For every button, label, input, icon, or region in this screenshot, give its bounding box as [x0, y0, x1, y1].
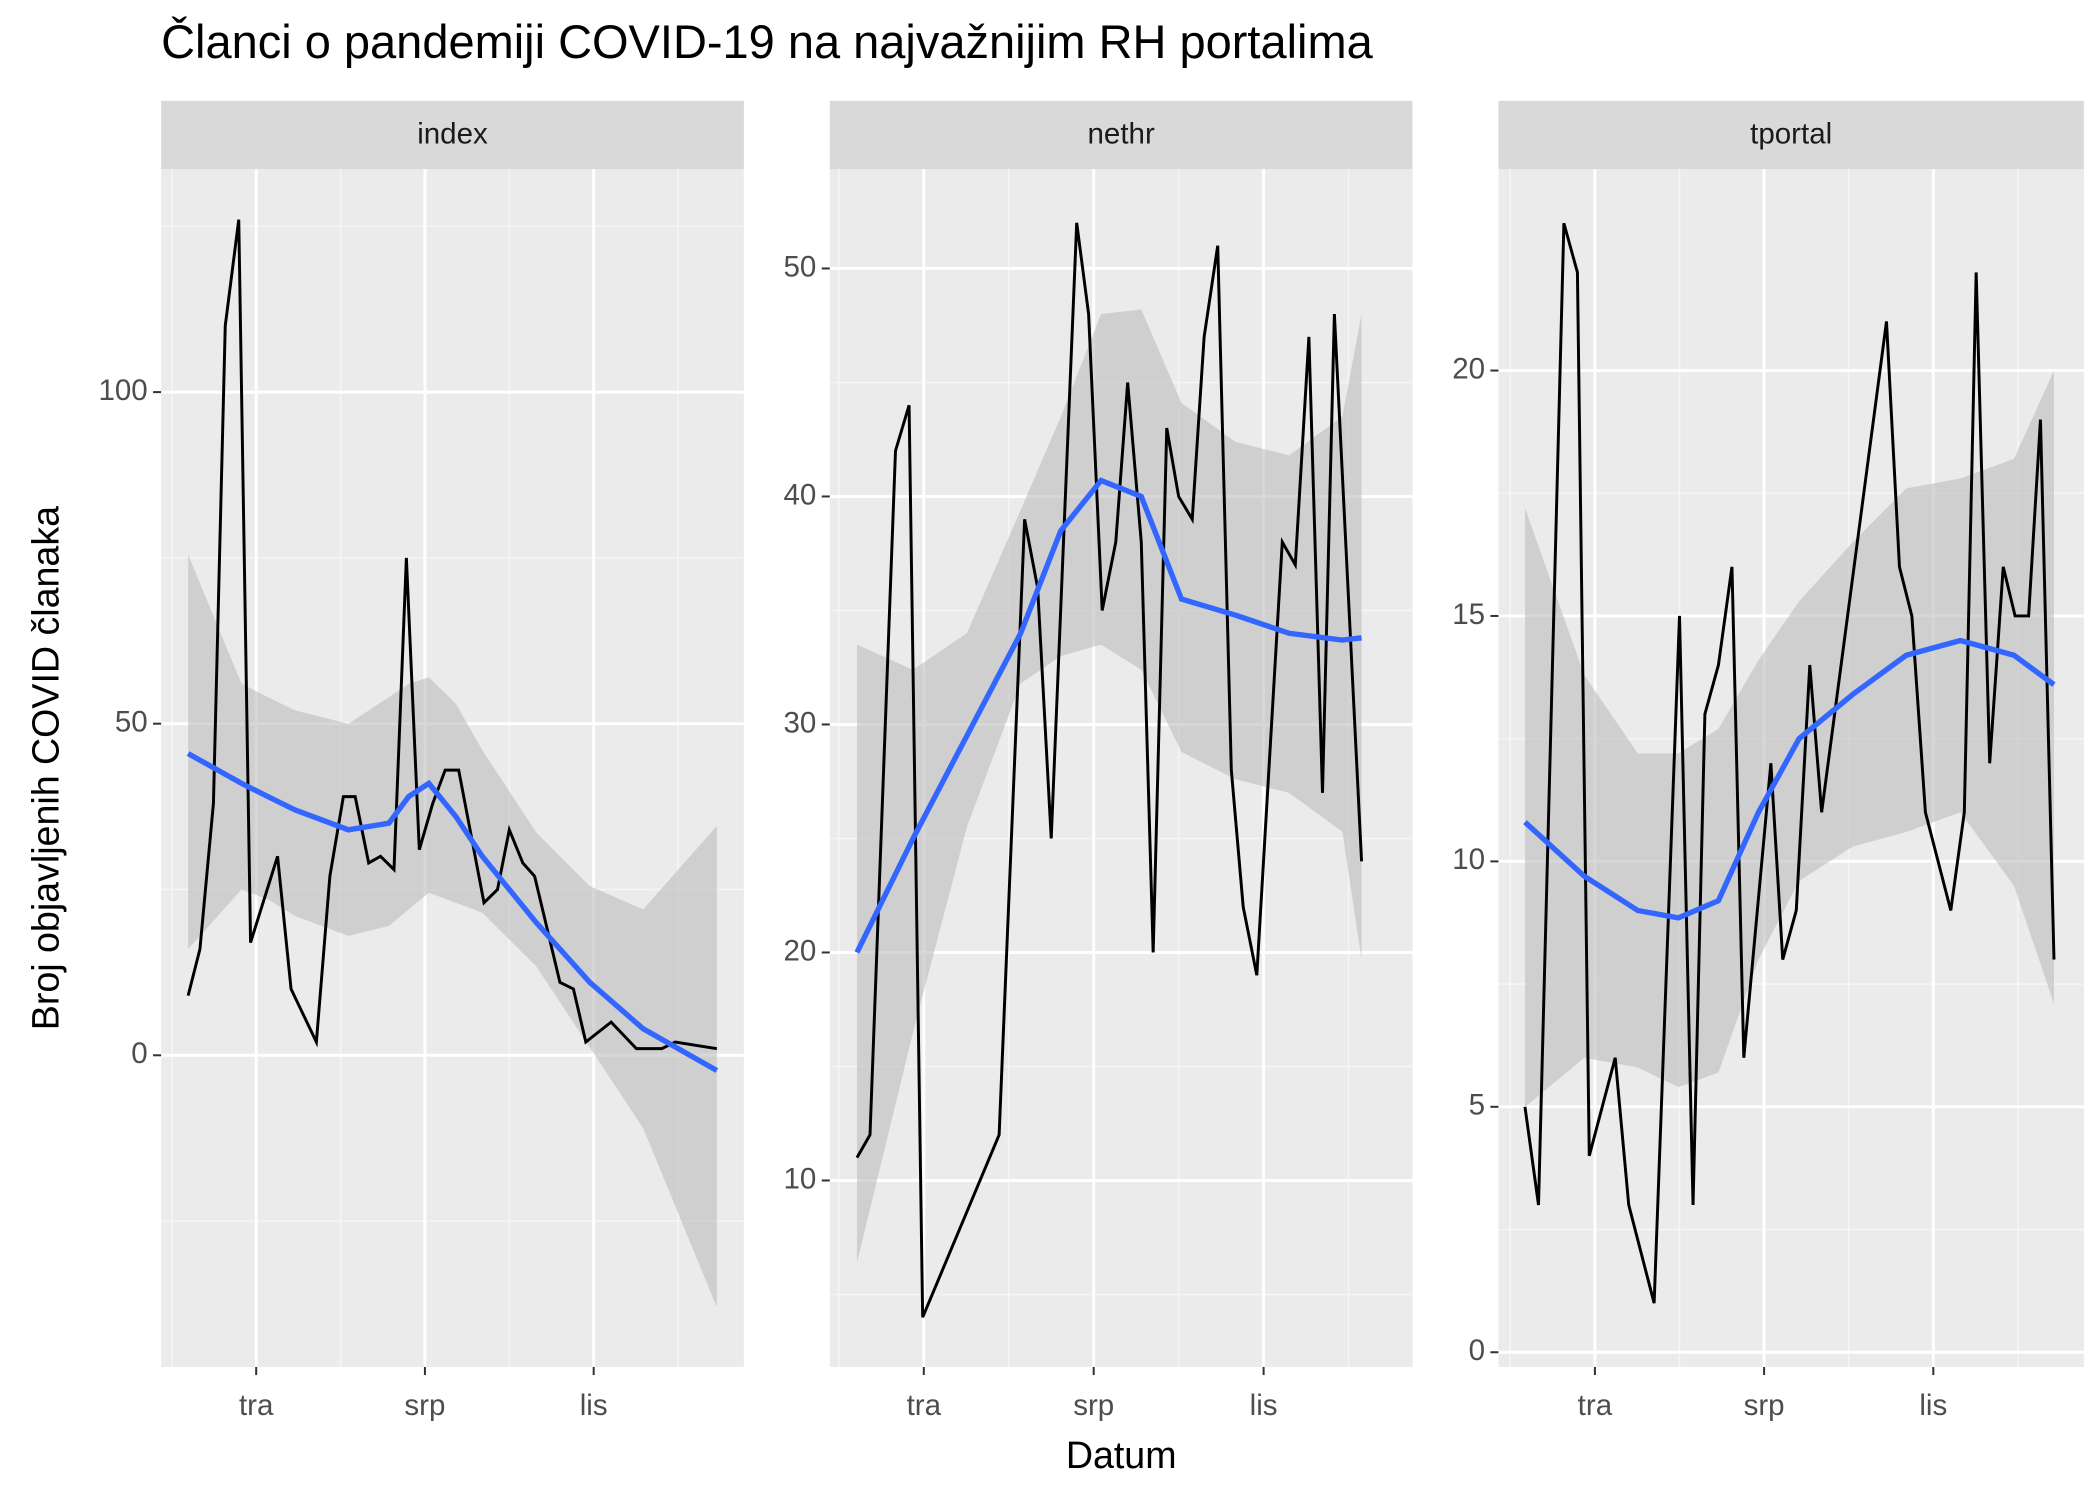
x-tick-label: lis: [580, 1389, 608, 1422]
data-line: [855, 222, 1364, 1318]
strip-label: tportal: [1750, 118, 1832, 151]
y-tick-label: 20: [784, 934, 817, 967]
x-tick-label: lis: [1250, 1389, 1278, 1422]
x-tick-label: srp: [1744, 1389, 1785, 1422]
y-tick-label: 100: [98, 374, 147, 407]
y-tick-label: 50: [115, 705, 148, 738]
y-tick-label: 10: [1452, 843, 1485, 876]
strip-label: index: [417, 118, 488, 151]
panel: nethr 10 20 30 40 50 tra srp lis: [784, 100, 1413, 1422]
x-tick-label: srp: [404, 1389, 445, 1422]
strip: [161, 100, 744, 170]
y-tick-label: 0: [1469, 1334, 1485, 1367]
y-tick-label: 0: [131, 1037, 147, 1070]
confidence-band: [1524, 370, 2054, 1107]
y-tick-label: 20: [1452, 352, 1485, 385]
x-tick-label: srp: [1073, 1389, 1114, 1422]
x-tick-label: lis: [1919, 1389, 1947, 1422]
y-axis-title: Broj objavljenih COVID članaka: [24, 506, 66, 1030]
chart-title: Članci o pandemiji COVID-19 na najvažnij…: [161, 15, 1374, 68]
strip: [1498, 100, 2084, 170]
panel: tportal 0 5 10 15 20 tra srp lis: [1452, 100, 2084, 1422]
x-tick-label: tra: [1578, 1389, 1613, 1422]
smooth-line: [186, 751, 719, 1073]
data-line: [186, 219, 718, 1051]
y-tick-label: 40: [784, 478, 817, 511]
y-tick-label: 50: [784, 250, 817, 283]
y-tick-label: 10: [784, 1162, 817, 1195]
y-tick-label: 30: [784, 706, 817, 739]
strip-label: nethr: [1088, 118, 1155, 151]
y-tick-label: 5: [1469, 1089, 1485, 1122]
y-tick-label: 15: [1452, 598, 1485, 631]
confidence-band: [188, 554, 717, 1308]
smooth-line: [854, 477, 1362, 954]
data-line: [1523, 222, 2056, 1304]
x-axis-title: Datum: [1066, 1434, 1177, 1476]
confidence-band: [856, 309, 1362, 1263]
panel: index 0 50 100 tra srp lis: [98, 100, 744, 1422]
x-tick-label: tra: [907, 1389, 942, 1422]
x-tick-label: tra: [239, 1389, 274, 1422]
smooth-line: [1523, 637, 2056, 921]
strip: [829, 100, 1413, 170]
